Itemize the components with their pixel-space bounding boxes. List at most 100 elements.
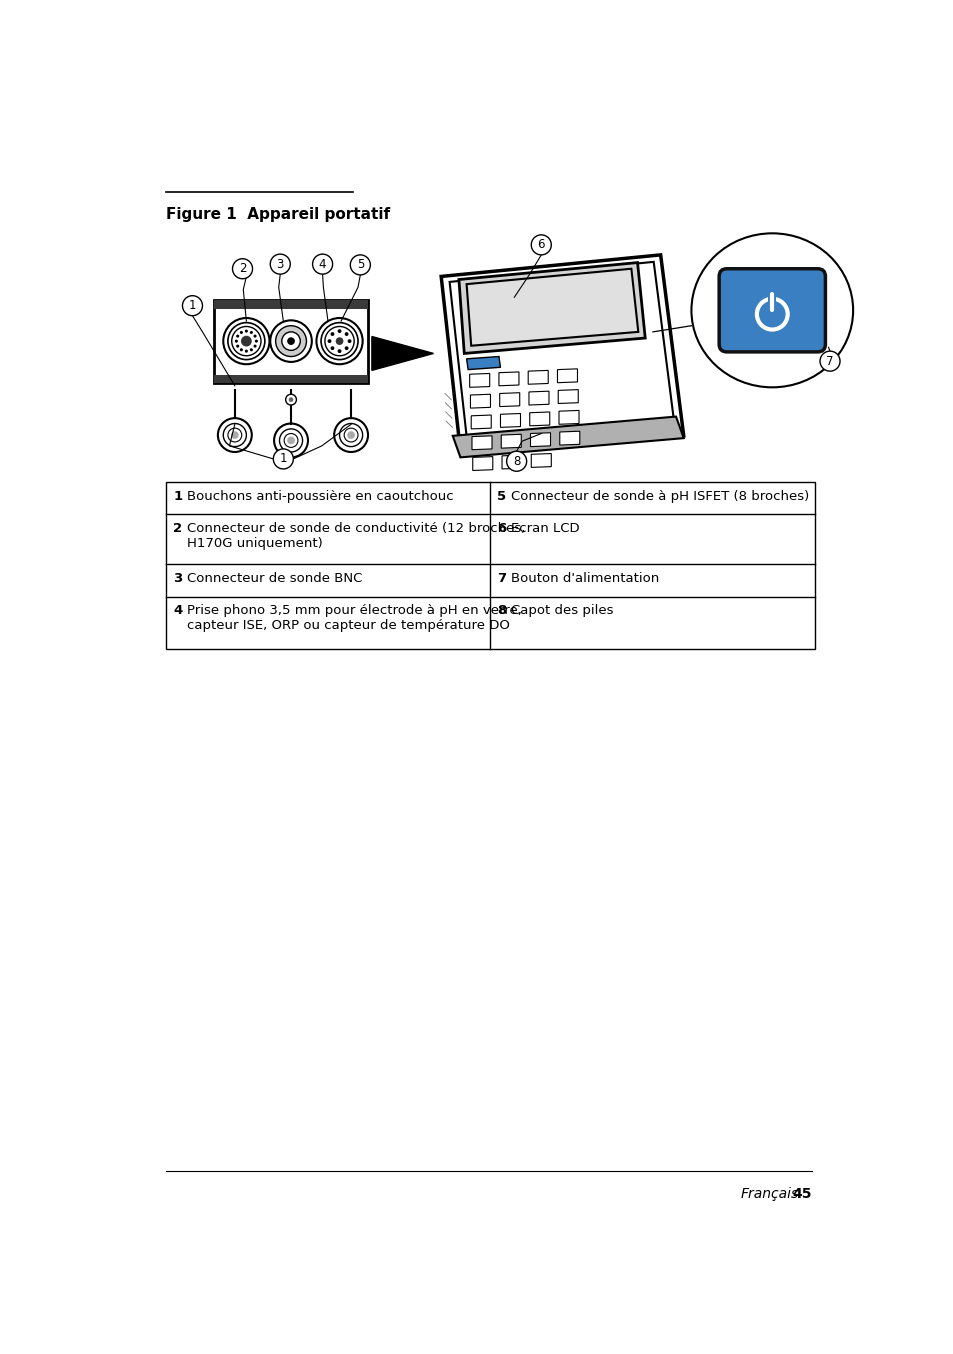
- Circle shape: [330, 347, 335, 351]
- Text: 6: 6: [497, 523, 506, 535]
- Polygon shape: [557, 368, 577, 383]
- Text: Bouchons anti-poussière en caoutchouc: Bouchons anti-poussière en caoutchouc: [187, 490, 454, 502]
- Circle shape: [344, 332, 348, 336]
- Circle shape: [335, 337, 343, 345]
- Polygon shape: [471, 416, 491, 429]
- Circle shape: [281, 332, 300, 351]
- Circle shape: [253, 334, 256, 337]
- FancyBboxPatch shape: [213, 299, 368, 383]
- Circle shape: [289, 397, 293, 402]
- Circle shape: [287, 436, 294, 444]
- Text: 4: 4: [318, 257, 326, 271]
- Polygon shape: [469, 374, 489, 387]
- Text: 45: 45: [792, 1186, 811, 1201]
- Circle shape: [233, 259, 253, 279]
- Text: 1: 1: [189, 299, 196, 313]
- Circle shape: [531, 234, 551, 255]
- Circle shape: [347, 431, 355, 439]
- Circle shape: [344, 347, 348, 351]
- Circle shape: [239, 348, 243, 351]
- Circle shape: [337, 349, 341, 353]
- Text: Connecteur de sonde à pH ISFET (8 broches): Connecteur de sonde à pH ISFET (8 broche…: [511, 490, 809, 502]
- Circle shape: [231, 431, 238, 439]
- Circle shape: [350, 255, 370, 275]
- Text: 3: 3: [276, 257, 284, 271]
- Circle shape: [250, 348, 253, 351]
- Polygon shape: [500, 413, 520, 428]
- Polygon shape: [466, 356, 500, 370]
- Polygon shape: [440, 255, 683, 451]
- Polygon shape: [500, 435, 520, 448]
- Polygon shape: [472, 436, 492, 450]
- Circle shape: [223, 318, 269, 364]
- Polygon shape: [501, 455, 521, 468]
- Polygon shape: [528, 371, 548, 385]
- Text: 5: 5: [497, 490, 506, 502]
- Text: Connecteur de sonde de conductivité (12 broches,
H170G uniquement): Connecteur de sonde de conductivité (12 …: [187, 523, 525, 550]
- Circle shape: [287, 337, 294, 345]
- Circle shape: [182, 295, 202, 315]
- Text: Figure 1  Appareil portatif: Figure 1 Appareil portatif: [166, 207, 389, 222]
- Text: 3: 3: [173, 573, 182, 585]
- Circle shape: [506, 451, 526, 471]
- Text: 5: 5: [356, 259, 364, 271]
- Text: 2: 2: [173, 523, 182, 535]
- Text: 7: 7: [825, 355, 833, 368]
- Polygon shape: [558, 410, 578, 424]
- Circle shape: [327, 340, 331, 343]
- Polygon shape: [449, 261, 675, 444]
- Circle shape: [241, 336, 252, 347]
- Circle shape: [347, 340, 351, 343]
- Polygon shape: [466, 268, 638, 345]
- FancyBboxPatch shape: [213, 375, 368, 383]
- Polygon shape: [499, 393, 519, 406]
- Circle shape: [285, 394, 296, 405]
- Circle shape: [313, 255, 333, 274]
- Text: Bouton d'alimentation: Bouton d'alimentation: [511, 573, 659, 585]
- Circle shape: [270, 321, 312, 362]
- Polygon shape: [528, 391, 548, 405]
- Polygon shape: [531, 454, 551, 467]
- Text: Français: Français: [740, 1186, 799, 1201]
- Polygon shape: [458, 263, 644, 353]
- Text: 4: 4: [173, 604, 182, 617]
- Polygon shape: [558, 390, 578, 403]
- Text: 8: 8: [497, 604, 506, 617]
- Circle shape: [234, 340, 237, 343]
- Text: Connecteur de sonde BNC: Connecteur de sonde BNC: [187, 573, 362, 585]
- Polygon shape: [529, 412, 549, 425]
- Circle shape: [236, 334, 239, 337]
- Text: 8: 8: [513, 455, 519, 467]
- Circle shape: [330, 332, 335, 336]
- Circle shape: [253, 344, 256, 348]
- Circle shape: [236, 344, 239, 348]
- Circle shape: [820, 351, 840, 371]
- Text: Capot des piles: Capot des piles: [511, 604, 613, 617]
- Text: 1: 1: [279, 452, 287, 466]
- Circle shape: [270, 255, 290, 274]
- Circle shape: [337, 329, 341, 333]
- Circle shape: [274, 450, 293, 468]
- FancyBboxPatch shape: [166, 482, 814, 649]
- FancyBboxPatch shape: [719, 268, 824, 352]
- Text: Prise phono 3,5 mm pour électrode à pH en verre,
capteur ISE, ORP ou capteur de : Prise phono 3,5 mm pour électrode à pH e…: [187, 604, 521, 632]
- Circle shape: [250, 330, 253, 334]
- Polygon shape: [559, 431, 579, 445]
- Text: Ecran LCD: Ecran LCD: [511, 523, 579, 535]
- Text: 1: 1: [173, 490, 182, 502]
- Text: 7: 7: [497, 573, 506, 585]
- Polygon shape: [530, 433, 550, 447]
- Circle shape: [245, 329, 248, 333]
- Text: 6: 6: [537, 238, 544, 252]
- Circle shape: [316, 318, 362, 364]
- FancyBboxPatch shape: [213, 299, 368, 309]
- FancyBboxPatch shape: [767, 292, 776, 303]
- Polygon shape: [498, 372, 518, 386]
- Circle shape: [254, 340, 257, 343]
- Polygon shape: [473, 456, 493, 470]
- Circle shape: [239, 330, 243, 334]
- Text: 2: 2: [238, 263, 246, 275]
- Circle shape: [275, 326, 306, 356]
- Polygon shape: [453, 417, 683, 458]
- Circle shape: [245, 349, 248, 352]
